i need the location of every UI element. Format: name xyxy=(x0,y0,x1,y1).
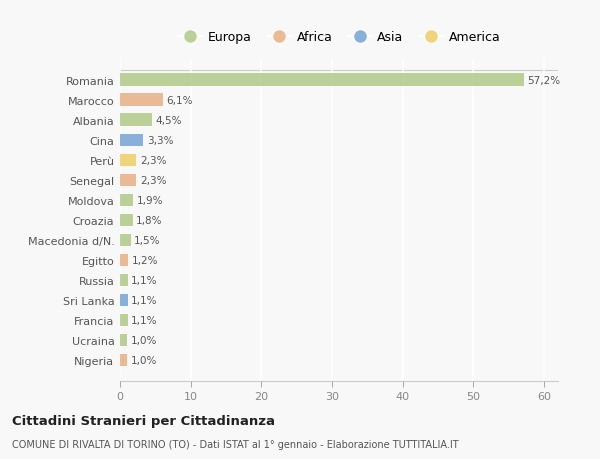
Text: 1,8%: 1,8% xyxy=(136,215,163,225)
Text: 1,0%: 1,0% xyxy=(131,355,157,365)
Legend: Europa, Africa, Asia, America: Europa, Africa, Asia, America xyxy=(174,28,504,48)
Text: 1,2%: 1,2% xyxy=(132,255,158,265)
Text: 2,3%: 2,3% xyxy=(140,156,166,165)
Text: 4,5%: 4,5% xyxy=(155,115,182,125)
Bar xyxy=(120,334,127,347)
Text: 1,9%: 1,9% xyxy=(137,196,163,205)
Bar xyxy=(120,194,133,207)
Bar xyxy=(120,234,131,246)
Bar xyxy=(120,214,133,226)
Text: 1,1%: 1,1% xyxy=(131,295,158,305)
Bar xyxy=(120,254,128,267)
Text: 57,2%: 57,2% xyxy=(527,75,561,85)
Text: Cittadini Stranieri per Cittadinanza: Cittadini Stranieri per Cittadinanza xyxy=(12,414,275,428)
Text: 1,1%: 1,1% xyxy=(131,315,158,325)
Text: 2,3%: 2,3% xyxy=(140,175,166,185)
Bar xyxy=(120,154,136,167)
Bar xyxy=(120,134,143,146)
Text: 1,1%: 1,1% xyxy=(131,275,158,285)
Bar xyxy=(120,114,152,127)
Bar xyxy=(120,174,136,186)
Text: 1,5%: 1,5% xyxy=(134,235,161,245)
Bar xyxy=(120,294,128,307)
Text: COMUNE DI RIVALTA DI TORINO (TO) - Dati ISTAT al 1° gennaio - Elaborazione TUTTI: COMUNE DI RIVALTA DI TORINO (TO) - Dati … xyxy=(12,440,458,449)
Bar xyxy=(120,274,128,286)
Text: 6,1%: 6,1% xyxy=(167,95,193,106)
Bar xyxy=(120,74,524,87)
Text: 3,3%: 3,3% xyxy=(147,135,173,146)
Bar xyxy=(120,354,127,366)
Text: 1,0%: 1,0% xyxy=(131,335,157,345)
Bar xyxy=(120,314,128,326)
Bar xyxy=(120,94,163,106)
